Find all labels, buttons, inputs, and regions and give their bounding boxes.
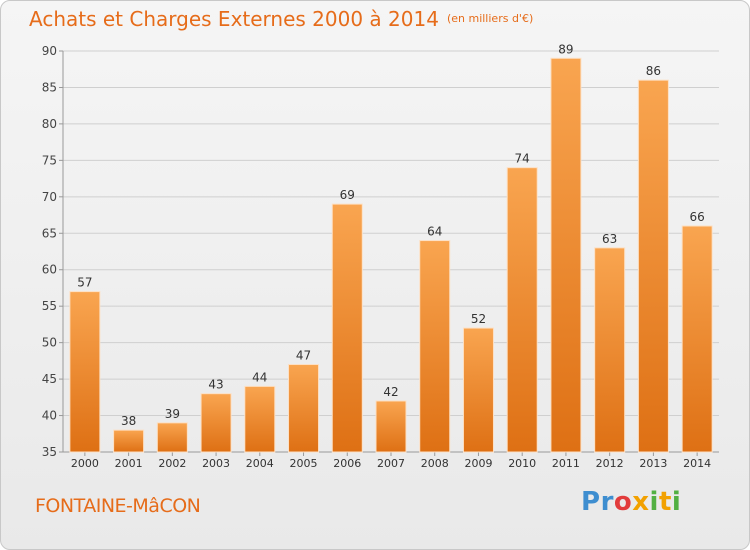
data-label-2006: 69 xyxy=(340,188,355,202)
data-label-2011: 89 xyxy=(558,42,573,56)
y-tick-label-90: 90 xyxy=(42,44,57,58)
y-tick-label-45: 45 xyxy=(42,372,57,386)
y-tick-label-85: 85 xyxy=(42,80,57,94)
y-tick-label-60: 60 xyxy=(42,263,57,277)
bar-2011 xyxy=(550,57,582,453)
bars xyxy=(69,57,713,453)
bar-2003 xyxy=(200,393,232,453)
data-label-2014: 66 xyxy=(689,210,704,224)
x-tick-label-2008: 2008 xyxy=(421,457,449,470)
data-label-2012: 63 xyxy=(602,232,617,246)
logo-letter-1: r xyxy=(600,487,614,517)
bar-2009 xyxy=(462,327,494,453)
x-tick-label-2003: 2003 xyxy=(202,457,230,470)
x-tick-label-2010: 2010 xyxy=(508,457,536,470)
x-tick-label-2012: 2012 xyxy=(596,457,624,470)
x-tick-label-2011: 2011 xyxy=(552,457,580,470)
x-tick-label-2004: 2004 xyxy=(246,457,274,470)
data-label-2009: 52 xyxy=(471,312,486,326)
chart-title-text: Achats et Charges Externes 2000 à 2014 xyxy=(29,7,439,31)
town-name: FONTAINE-MâCON xyxy=(35,495,201,517)
y-tick-label-70: 70 xyxy=(42,190,57,204)
proxiti-logo: Proxiti xyxy=(581,487,681,517)
x-tick-label-2009: 2009 xyxy=(464,457,492,470)
logo-letter-4: i xyxy=(649,487,659,517)
data-label-2002: 39 xyxy=(165,407,180,421)
y-tick-label-75: 75 xyxy=(42,153,57,167)
data-labels: 57 38 39 43 44 47 69 42 64 52 74 89 63 86 66 xyxy=(77,42,705,428)
x-tick-label-2005: 2005 xyxy=(290,457,318,470)
y-tick-label-40: 40 xyxy=(42,409,57,423)
bar-2002 xyxy=(156,422,188,453)
data-label-2013: 86 xyxy=(646,64,661,78)
bar-2010 xyxy=(506,167,538,453)
bar-2012 xyxy=(594,247,626,453)
data-label-2000: 57 xyxy=(77,276,92,290)
bar-2014 xyxy=(681,225,713,453)
bar-2006 xyxy=(331,203,363,453)
y-tick-label-35: 35 xyxy=(42,445,57,459)
y-tick-label-55: 55 xyxy=(42,299,57,313)
y-tick-label-65: 65 xyxy=(42,226,57,240)
bar-2000 xyxy=(69,291,101,453)
data-label-2001: 38 xyxy=(121,414,136,428)
x-tick-label-2007: 2007 xyxy=(377,457,405,470)
logo-letter-2: o xyxy=(613,487,633,517)
bar-2001 xyxy=(113,429,145,453)
chart-unit: (en milliers d'€) xyxy=(446,12,534,25)
x-tick-label-2014: 2014 xyxy=(683,457,711,470)
bar-2007 xyxy=(375,400,407,453)
bar-2008 xyxy=(419,240,451,453)
bar-2004 xyxy=(244,385,276,453)
logo-letter-0: P xyxy=(581,487,601,517)
data-label-2004: 44 xyxy=(252,370,267,384)
logo-letter-3: x xyxy=(632,487,650,517)
x-tick-label-2002: 2002 xyxy=(158,457,186,470)
x-tick-label-2000: 2000 xyxy=(71,457,99,470)
data-label-2007: 42 xyxy=(383,385,398,399)
y-tick-label-50: 50 xyxy=(42,336,57,350)
x-tick-label-2001: 2001 xyxy=(115,457,143,470)
data-label-2005: 47 xyxy=(296,349,311,363)
logo-letter-6: i xyxy=(671,487,682,517)
bar-2005 xyxy=(288,364,320,453)
logo-letter-5: t xyxy=(658,487,672,517)
bar-2013 xyxy=(637,79,669,453)
x-tick-label-2013: 2013 xyxy=(639,457,667,470)
data-label-2010: 74 xyxy=(515,152,530,166)
data-label-2003: 43 xyxy=(208,378,223,392)
chart-title: Achats et Charges Externes 2000 à 2014 (e… xyxy=(29,7,533,31)
x-tick-label-2006: 2006 xyxy=(333,457,361,470)
data-label-2008: 64 xyxy=(427,225,442,239)
y-tick-label-80: 80 xyxy=(42,117,57,131)
